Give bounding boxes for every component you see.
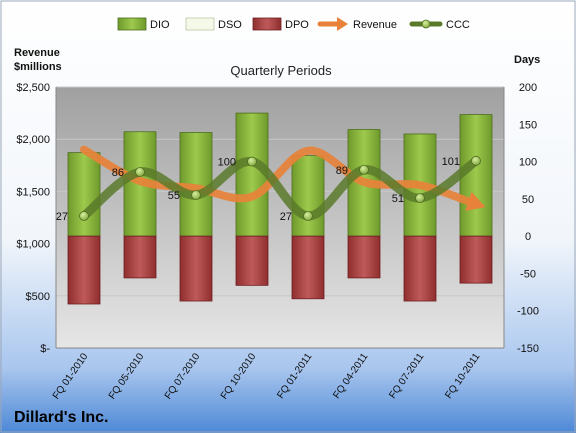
ccc-data-label: 100 [218, 157, 236, 169]
ccc-point [247, 156, 257, 167]
left-tick-label: $2,500 [16, 82, 50, 94]
ccc-data-label: 27 [280, 211, 292, 223]
right-tick-label: -100 [517, 306, 539, 318]
ccc-point [303, 211, 313, 221]
left-axis-tick-labels: $- $500 $1,000 $1,500 $2,000 $2,500 [16, 82, 50, 355]
legend-entry-dpo: DPO [252, 17, 309, 31]
ccc-point [135, 167, 145, 177]
bar-dio [67, 152, 101, 237]
left-axis-title-line1: Revenue [14, 47, 60, 59]
revenue-series [80, 145, 486, 211]
ccc-point [471, 155, 481, 166]
legend-entry-dso: DSO [185, 17, 242, 31]
ccc-series: 27 86 55 100 27 89 51 101 [56, 156, 481, 223]
revenue-line [80, 145, 473, 206]
left-axis-title-line2: $millions [14, 61, 62, 73]
ccc-data-label: 51 [392, 193, 404, 205]
ccc-data-label: 89 [336, 165, 348, 177]
left-tick-label: $1,000 [16, 239, 50, 251]
right-axis-tick-labels: -150 -100 -50 0 50 100 150 200 [517, 82, 539, 355]
legend-entry-ccc: CCC [409, 19, 470, 31]
legend-label-dso: DSO [218, 19, 242, 31]
ccc-point [79, 211, 89, 221]
chart-title: Quarterly Periods [230, 63, 332, 78]
legend-arrow-revenue [337, 17, 348, 31]
right-tick-label: 100 [519, 157, 537, 169]
bar-dio [291, 155, 325, 237]
legend-swatch-dso [185, 17, 215, 31]
legend: DIO DSO DPO Revenue CCC [117, 17, 470, 31]
revenue-arrowhead [465, 191, 486, 211]
left-tick-label: $500 [26, 291, 50, 303]
right-tick-label: -50 [520, 268, 536, 280]
bar-dpo [347, 235, 381, 279]
bar-dpo [459, 235, 493, 284]
legend-swatch-dpo [252, 17, 282, 31]
ccc-point [191, 190, 201, 201]
bar-dpo [67, 235, 101, 305]
left-tick-label: $1,500 [16, 186, 50, 198]
ccc-point [359, 164, 369, 175]
bar-series [67, 112, 493, 305]
ccc-data-label: 27 [56, 211, 68, 223]
left-tick-label: $- [40, 343, 50, 355]
legend-label-ccc: CCC [446, 19, 470, 31]
legend-label-dio: DIO [150, 19, 170, 31]
ccc-point [415, 193, 425, 204]
right-axis-title: Days [514, 54, 540, 66]
ccc-line [79, 156, 481, 221]
company-name: Dillard's Inc. [14, 409, 109, 426]
legend-label-revenue: Revenue [353, 19, 397, 31]
right-tick-label: 0 [525, 231, 531, 243]
right-tick-label: -150 [517, 343, 539, 355]
legend-entry-revenue: Revenue [317, 17, 397, 31]
legend-label-dpo: DPO [285, 19, 309, 31]
ccc-data-label: 55 [168, 190, 180, 202]
legend-swatch-dio [117, 17, 147, 31]
bar-dpo [235, 235, 269, 286]
right-tick-label: 150 [519, 119, 537, 131]
bar-dpo [403, 235, 437, 302]
legend-entry-dio: DIO [117, 17, 170, 31]
right-tick-label: 50 [522, 194, 534, 206]
legend-marker-ccc [421, 19, 431, 29]
left-tick-label: $2,000 [16, 134, 50, 146]
bar-dpo [291, 235, 325, 300]
ccc-data-label: 86 [112, 167, 124, 179]
bar-dpo [123, 235, 157, 279]
right-tick-label: 200 [519, 82, 537, 94]
bar-dpo [179, 235, 213, 302]
bar-dio [235, 112, 269, 237]
ccc-data-label: 101 [442, 156, 460, 168]
